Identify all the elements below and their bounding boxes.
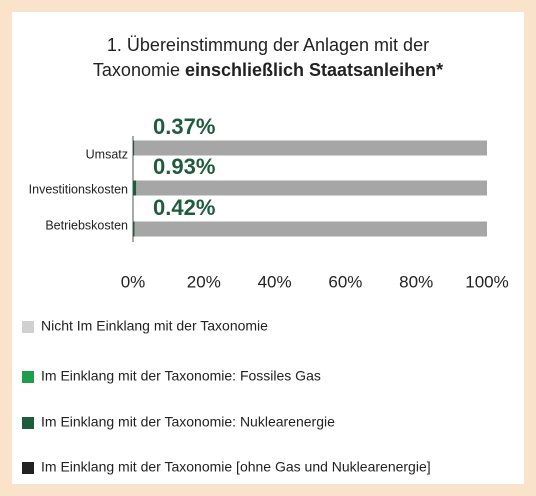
bar-segment — [134, 140, 487, 156]
title-line: 1. Übereinstimmung der Anlagen mit der — [107, 35, 429, 55]
bar-segment — [136, 180, 487, 196]
legend-swatch — [22, 417, 34, 429]
x-tick-label: 40% — [258, 272, 292, 291]
value-label: 0.42% — [153, 195, 215, 220]
bar-segment — [133, 140, 135, 156]
bar-segment — [133, 221, 135, 237]
legend-label: Im Einklang mit der Taxonomie: Nuklearen… — [41, 414, 335, 430]
bar-segment — [134, 221, 487, 237]
category-label: Umsatz — [86, 147, 128, 161]
legend-label: Im Einklang mit der Taxonomie: Fossiles … — [41, 368, 321, 384]
chart-title: Taxonomie einschließlich Staatsanleihen* — [93, 60, 443, 80]
x-tick-label: 20% — [187, 272, 221, 291]
value-label: 0.93% — [153, 154, 215, 179]
value-label: 0.37% — [153, 114, 215, 139]
x-tick-label: 100% — [465, 272, 508, 291]
legend-swatch — [22, 371, 34, 383]
panel — [12, 12, 524, 484]
legend-label: Nicht Im Einklang mit der Taxonomie — [41, 318, 268, 334]
title-bold: einschließlich Staatsanleihen* — [185, 60, 443, 80]
x-tick-label: 60% — [328, 272, 362, 291]
category-label: Investitionskosten — [29, 182, 128, 196]
legend-swatch — [22, 321, 34, 333]
legend-label: Im Einklang mit der Taxonomie [ohne Gas … — [41, 459, 431, 475]
chart-title: 1. Übereinstimmung der Anlagen mit der — [107, 35, 429, 55]
legend-swatch — [22, 462, 34, 474]
title-line: Taxonomie — [93, 60, 180, 80]
x-tick-label: 80% — [399, 272, 433, 291]
x-tick-label: 0% — [121, 272, 146, 291]
category-label: Betriebskosten — [45, 218, 128, 232]
bar-segment — [133, 180, 137, 196]
